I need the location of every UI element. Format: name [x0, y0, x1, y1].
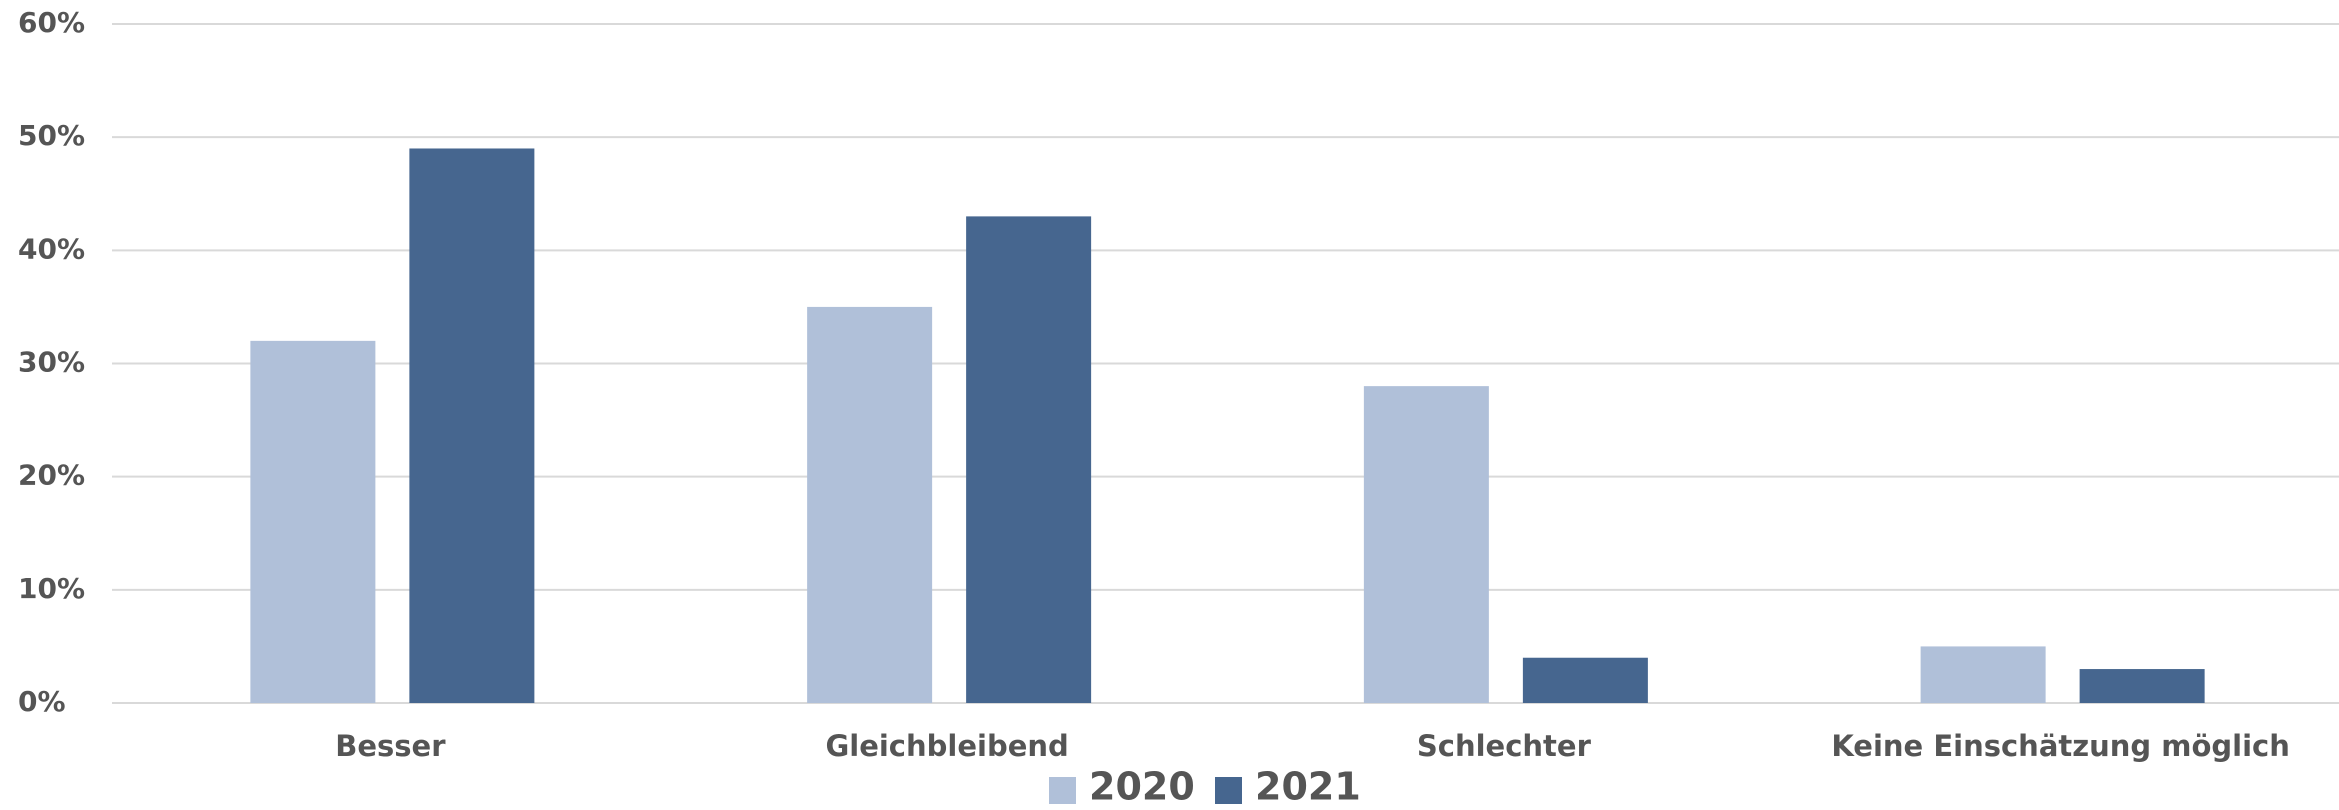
- y-tick-label: 50%: [18, 119, 85, 152]
- legend-label: 2021: [1255, 765, 1361, 807]
- legend-swatch: [1215, 777, 1242, 804]
- bar: [1522, 657, 1648, 703]
- y-tick-label: 0%: [18, 685, 66, 718]
- legend-swatch: [1049, 777, 1076, 804]
- x-tick-label: Gleichbleibend: [825, 729, 1068, 763]
- x-tick-label: Keine Einschätzung möglich: [1831, 729, 2290, 763]
- y-tick-label: 30%: [18, 346, 85, 379]
- bar: [1920, 646, 2046, 703]
- bar: [2079, 669, 2205, 703]
- bar: [807, 306, 933, 703]
- bar: [409, 148, 535, 703]
- bar: [1363, 386, 1489, 703]
- bar: [966, 216, 1092, 703]
- legend-label: 2020: [1089, 765, 1195, 807]
- x-tick-label: Besser: [335, 729, 446, 763]
- y-tick-label: 20%: [18, 459, 85, 492]
- y-tick-label: 10%: [18, 572, 85, 605]
- x-tick-label: Schlechter: [1417, 729, 1592, 763]
- bar: [250, 340, 376, 703]
- y-tick-label: 40%: [18, 232, 85, 265]
- y-tick-label: 60%: [18, 6, 85, 39]
